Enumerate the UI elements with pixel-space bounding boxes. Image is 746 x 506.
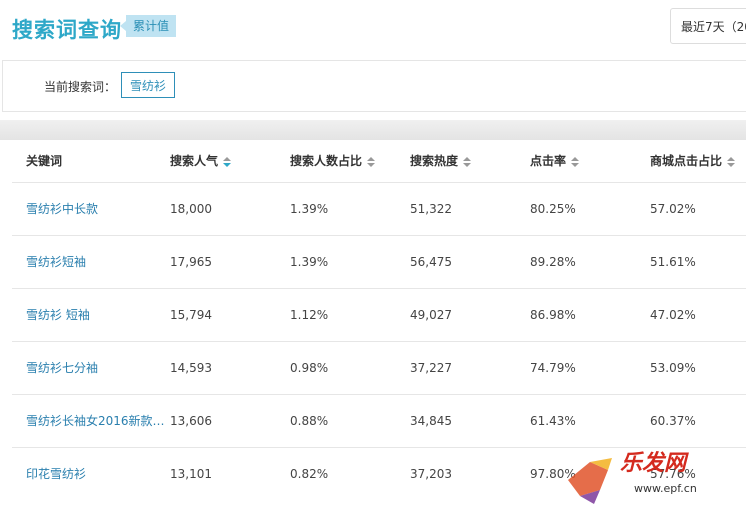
keyword-link[interactable]: 雪纺衫 短袖 bbox=[26, 308, 90, 322]
column-header-text: 搜索热度 bbox=[410, 154, 459, 168]
sort-icon[interactable] bbox=[727, 156, 736, 168]
column-header[interactable]: 商城点击占比 bbox=[650, 140, 736, 182]
watermark-icon bbox=[590, 458, 612, 470]
keyword-link[interactable]: 雪纺衫七分袖 bbox=[26, 361, 99, 375]
keyword-link[interactable]: 雪纺衫短袖 bbox=[26, 255, 87, 269]
watermark-icon bbox=[580, 490, 600, 504]
table-cell: 13,101 bbox=[170, 467, 212, 481]
sort-icon[interactable] bbox=[463, 156, 472, 168]
watermark-icon bbox=[568, 462, 608, 496]
table-cell: 0.82% bbox=[290, 467, 329, 481]
page-title: 搜索词查询 bbox=[12, 18, 122, 42]
table-cell: 57.02% bbox=[650, 202, 696, 216]
table-cell: 0.88% bbox=[290, 414, 329, 428]
column-header[interactable]: 搜索人数占比 bbox=[290, 140, 376, 182]
table-cell: 1.39% bbox=[290, 255, 329, 269]
table-row: 印花雪纺衫 13,101 0.82% 37,203 97.80% 57.76% bbox=[12, 447, 746, 501]
table-cell: 53.09% bbox=[650, 361, 696, 375]
date-dropdown[interactable]: 最近7天（20 bbox=[670, 8, 746, 44]
column-header-text: 搜索人数占比 bbox=[290, 154, 363, 168]
column-header: 关键词 bbox=[26, 140, 62, 182]
table-cell: 17,965 bbox=[170, 255, 212, 269]
query-label: 当前搜索词： bbox=[44, 80, 117, 94]
watermark: 乐发网 www.epf.cn bbox=[568, 450, 697, 504]
watermark-logo: 乐发网 bbox=[620, 450, 689, 476]
column-header[interactable]: 点击率 bbox=[530, 140, 580, 182]
sort-icon[interactable] bbox=[367, 156, 376, 168]
table-cell: 57.76% bbox=[650, 467, 696, 481]
table-cell: 34,845 bbox=[410, 414, 452, 428]
table-cell: 60.37% bbox=[650, 414, 696, 428]
table-row: 雪纺衫短袖 17,965 1.39% 56,475 89.28% 51.61% bbox=[12, 235, 746, 289]
query-box bbox=[2, 60, 746, 112]
table-cell: 37,227 bbox=[410, 361, 452, 375]
table-cell: 97.80% bbox=[530, 467, 576, 481]
table-cell: 18,000 bbox=[170, 202, 212, 216]
table-row: 雪纺衫长袖女2016新款… 13,606 0.88% 34,845 61.43% 60.3… bbox=[12, 394, 746, 448]
table-cell: 56,475 bbox=[410, 255, 452, 269]
column-header-text: 点击率 bbox=[530, 154, 567, 168]
table-cell: 80.25% bbox=[530, 202, 576, 216]
keyword-link[interactable]: 雪纺衫中长款 bbox=[26, 202, 99, 216]
column-header[interactable]: 搜索热度 bbox=[410, 140, 472, 182]
table-cell: 86.98% bbox=[530, 308, 576, 322]
table-cell: 51.61% bbox=[650, 255, 696, 269]
table-row: 雪纺衫中长款 18,000 1.39% 51,322 80.25% 57.02% bbox=[12, 182, 746, 236]
sort-icon[interactable] bbox=[223, 156, 232, 168]
table-cell: 14,593 bbox=[170, 361, 212, 375]
keyword-link[interactable]: 雪纺衫长袖女2016新款… bbox=[26, 414, 165, 428]
table-cell: 13,606 bbox=[170, 414, 212, 428]
column-header-text: 搜索人气 bbox=[170, 154, 219, 168]
column-header-text: 商城点击占比 bbox=[650, 154, 723, 168]
keyword-link[interactable]: 印花雪纺衫 bbox=[26, 467, 87, 481]
table-cell: 0.98% bbox=[290, 361, 329, 375]
tag: 累计值 bbox=[119, 15, 177, 37]
separator bbox=[0, 120, 746, 140]
table-cell: 61.43% bbox=[530, 414, 576, 428]
table-cell: 74.79% bbox=[530, 361, 576, 375]
query-keyword[interactable]: 雪纺衫 bbox=[121, 72, 176, 98]
table-cell: 37,203 bbox=[410, 467, 452, 481]
table-row: 雪纺衫七分袖 14,593 0.98% 37,227 74.79% 53.09% bbox=[12, 341, 746, 395]
table-cell: 51,322 bbox=[410, 202, 452, 216]
table-row: 雪纺衫 短袖 15,794 1.12% 49,027 86.98% 47.02% bbox=[12, 288, 746, 342]
column-header[interactable]: 搜索人气 bbox=[170, 140, 232, 182]
table-cell: 89.28% bbox=[530, 255, 576, 269]
watermark-url: www.epf.cn bbox=[634, 482, 697, 495]
table-cell: 1.39% bbox=[290, 202, 329, 216]
table-cell: 47.02% bbox=[650, 308, 696, 322]
column-header-text: 关键词 bbox=[26, 154, 63, 168]
table-cell: 49,027 bbox=[410, 308, 452, 322]
table-cell: 1.12% bbox=[290, 308, 329, 322]
sort-icon[interactable] bbox=[571, 156, 580, 168]
table-cell: 15,794 bbox=[170, 308, 212, 322]
